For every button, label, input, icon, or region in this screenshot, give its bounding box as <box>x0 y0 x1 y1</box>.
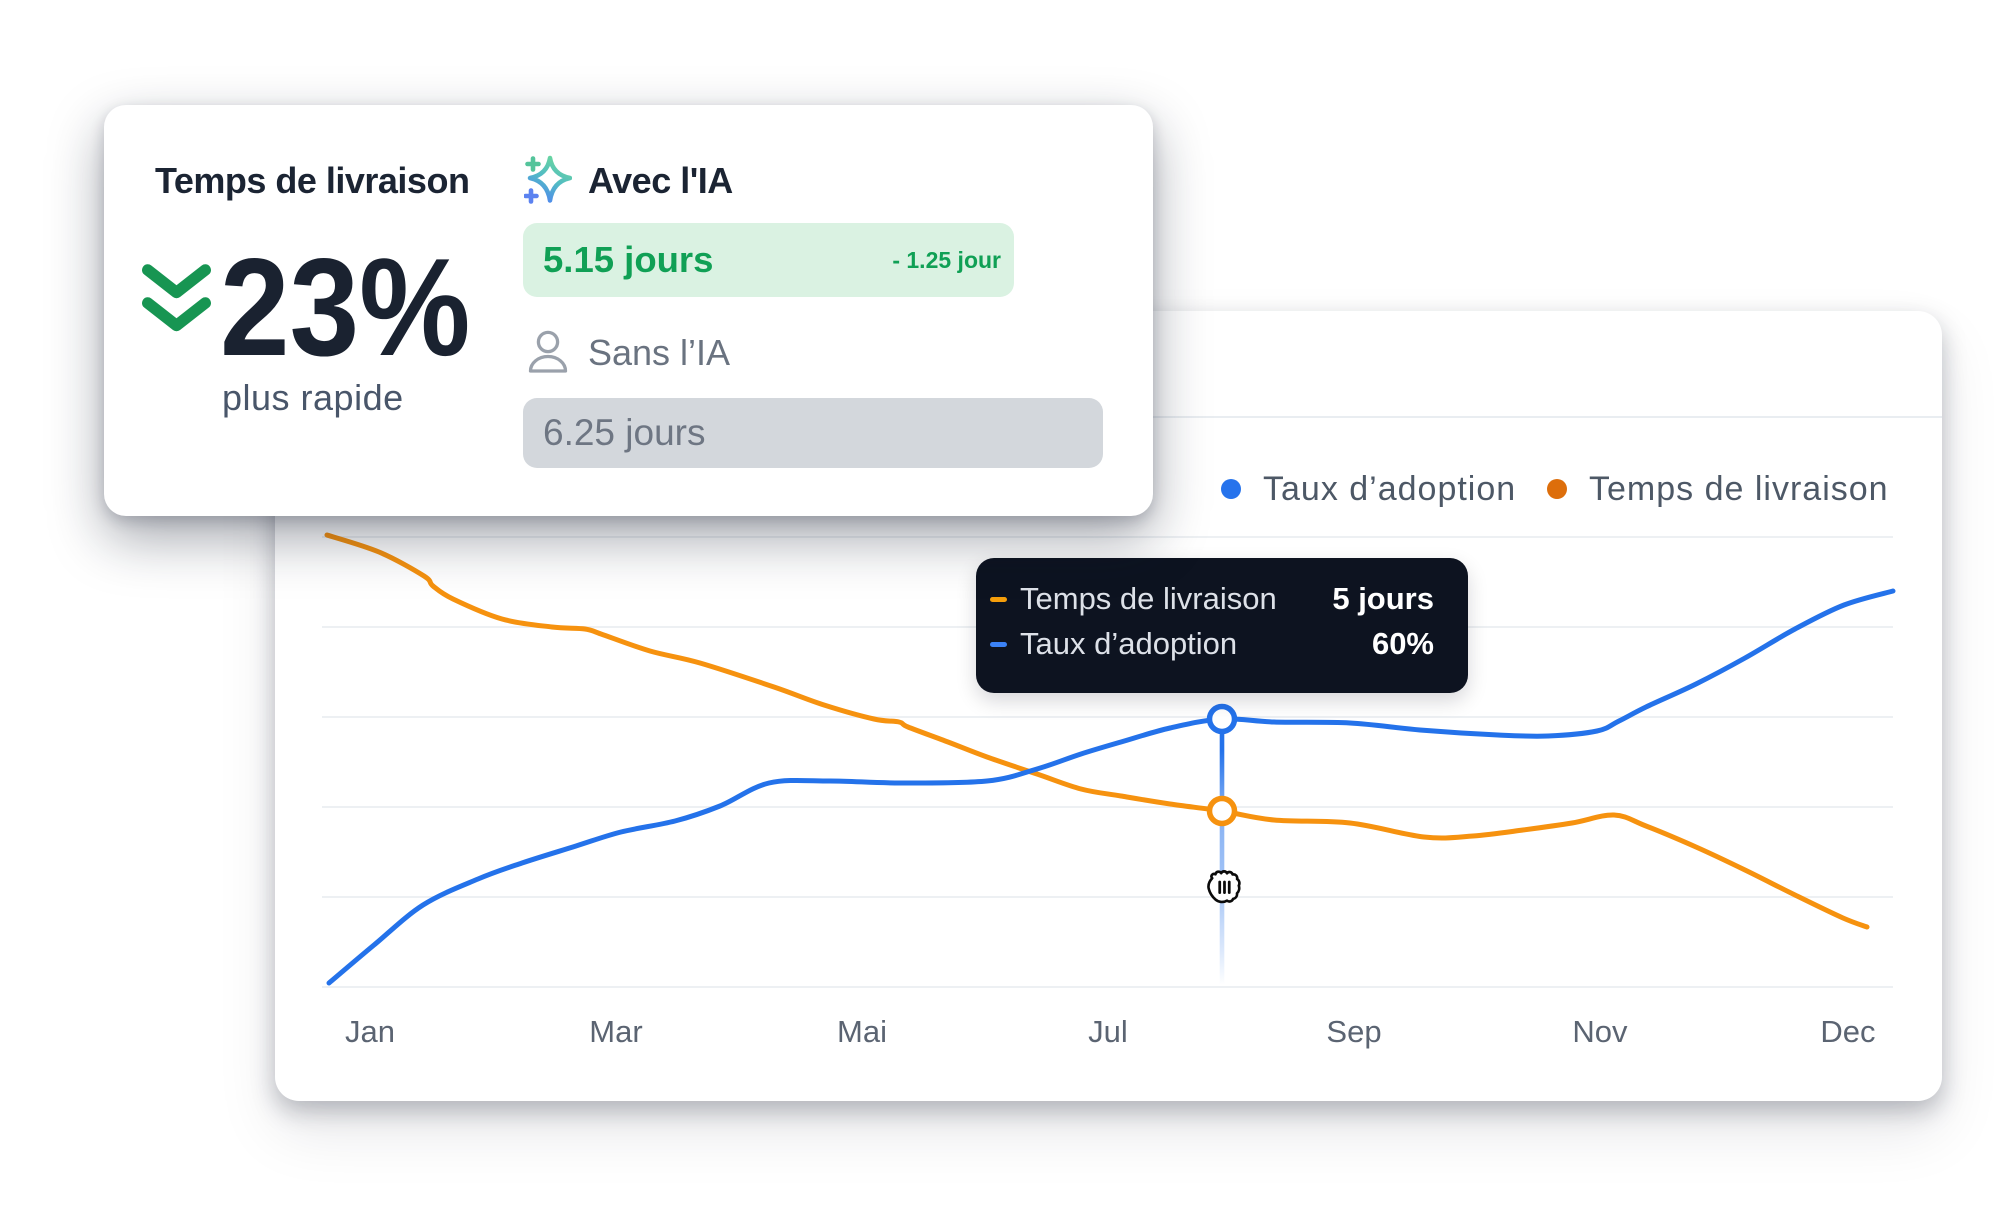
svg-text:Jan: Jan <box>345 1014 395 1049</box>
svg-text:Mar: Mar <box>589 1014 642 1049</box>
svg-text:Sep: Sep <box>1326 1014 1381 1049</box>
svg-text:Taux d’adoption: Taux d’adoption <box>1263 470 1516 508</box>
svg-text:Nov: Nov <box>1572 1014 1628 1049</box>
svg-text:Mai: Mai <box>837 1014 887 1049</box>
svg-text:Jul: Jul <box>1088 1014 1128 1049</box>
svg-text:Dec: Dec <box>1820 1014 1875 1049</box>
svg-text:Temps de livraison: Temps de livraison <box>1589 470 1889 508</box>
